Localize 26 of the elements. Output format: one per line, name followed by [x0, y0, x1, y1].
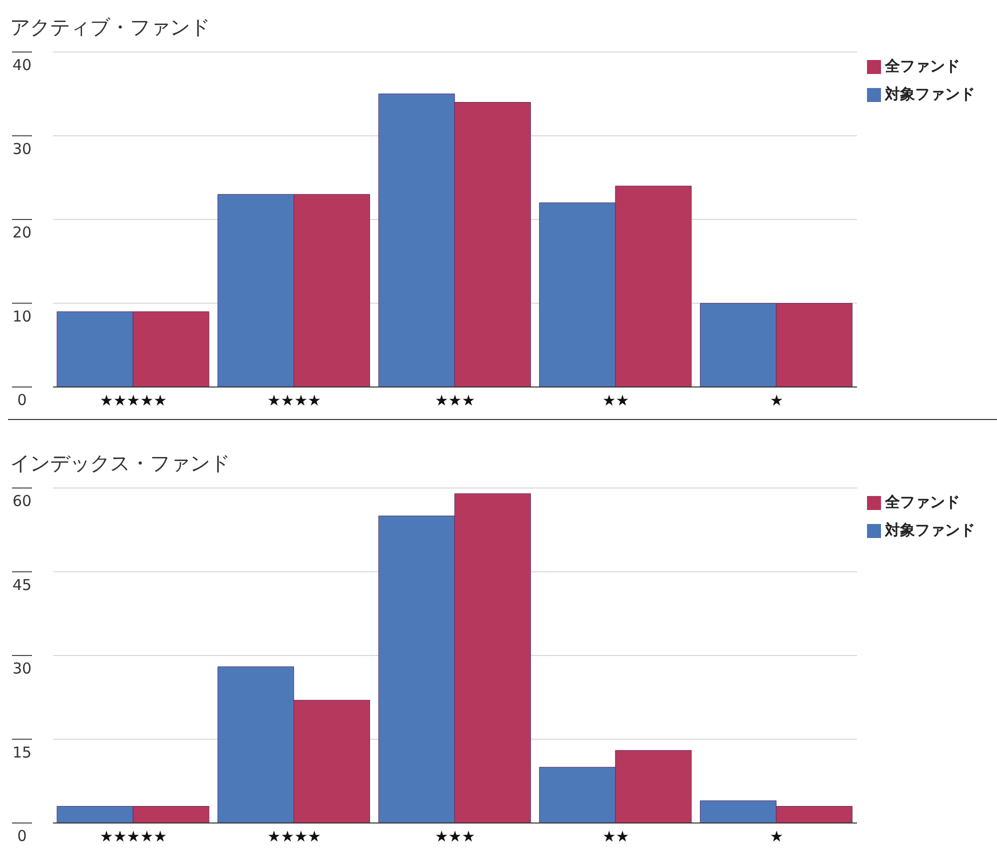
y-tick-label: 60: [12, 492, 32, 510]
x-tick-label: ★★★: [434, 392, 476, 410]
y-tick-label: 45: [12, 576, 32, 594]
y-tick-label: 15: [12, 743, 32, 762]
x-tick-label: ★★★★: [267, 828, 322, 846]
y-tick-label: 0: [17, 391, 27, 409]
legend-label: 全ファンド: [885, 57, 960, 75]
legend-label: 対象ファンド: [885, 521, 975, 539]
x-tick-label: ★★★★★: [100, 392, 168, 410]
y-tick-label: 30: [12, 660, 32, 678]
y-tick-label: 10: [12, 307, 32, 326]
x-tick-label: ★: [770, 828, 784, 846]
x-tick-label: ★★: [602, 828, 630, 846]
y-tick-label: 20: [12, 224, 32, 242]
x-tick-label: ★★: [602, 392, 630, 410]
legend-label: 全ファンド: [885, 493, 960, 511]
y-tick-label: 40: [12, 56, 32, 74]
y-tick-label: 0: [17, 827, 27, 845]
chart-title: インデックス・ファンド: [10, 450, 231, 477]
y-tick-label: 30: [12, 140, 32, 158]
legend-label: 対象ファンド: [885, 85, 975, 103]
x-tick-label: ★★★: [434, 828, 476, 846]
x-tick-label: ★★★★: [267, 392, 322, 410]
x-tick-label: ★: [770, 392, 784, 410]
chart-title: アクティブ・ファンド: [10, 14, 211, 41]
x-tick-label: ★★★★★: [100, 828, 168, 846]
